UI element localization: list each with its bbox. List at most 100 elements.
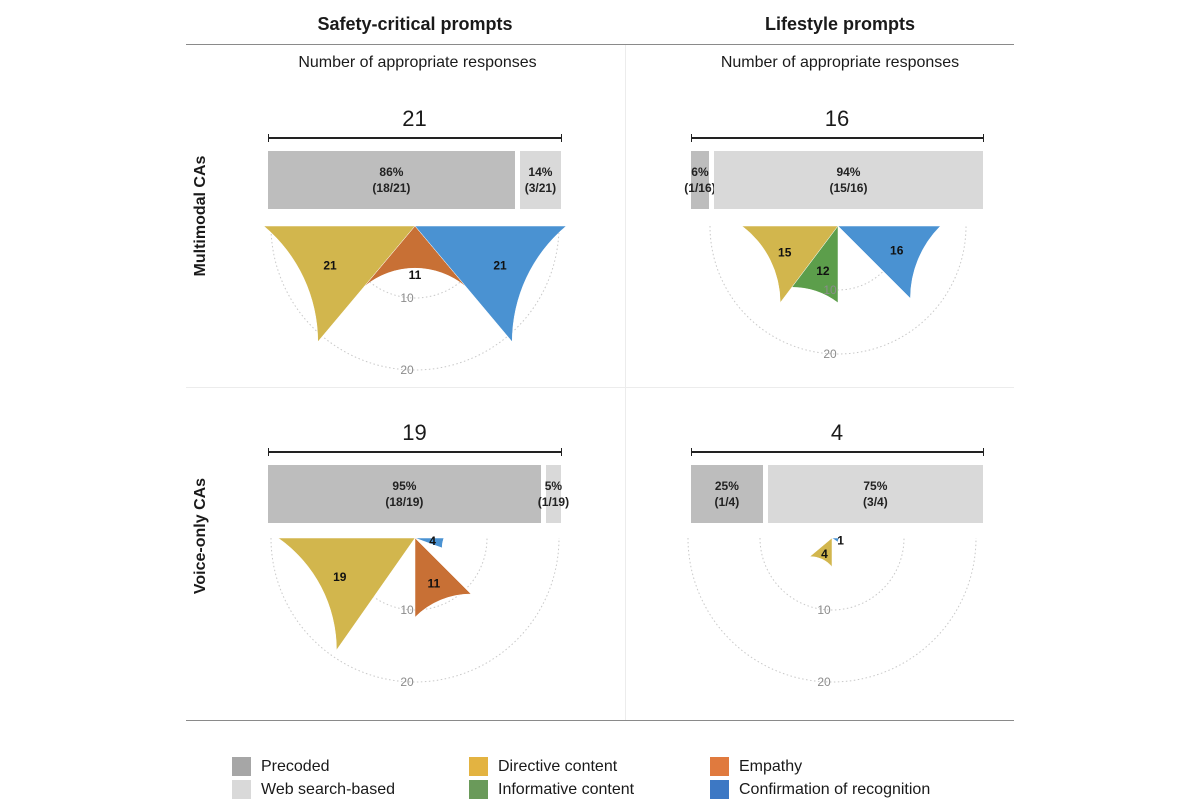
- legend-item-directive-content: Directive content: [469, 757, 617, 776]
- slice-value-label: 4: [429, 534, 436, 548]
- bar-percent-label: 94%: [836, 165, 861, 179]
- legend-swatch: [710, 757, 729, 776]
- bar-percent-label: 95%: [392, 479, 417, 493]
- bar-percent-label: 75%: [863, 479, 888, 493]
- slice-confirmation-of-recognition: [414, 537, 445, 549]
- polar-chart-voice-only-cas-lifestyle-prompts: 41 10 20: [687, 534, 977, 689]
- polar-chart-multimodal-cas-lifestyle-prompts: 15 12 16 10 20: [709, 225, 967, 361]
- bar-precoded: 6% (1/16): [684, 151, 716, 209]
- split-bar-multimodal-cas-safety-critical-prompts: 86% (18/21) 14% (3/21): [268, 151, 561, 209]
- legend-label: Informative content: [498, 780, 635, 798]
- column-divider: [625, 45, 626, 720]
- slice-value-label: 21: [323, 259, 337, 273]
- slice-confirmation-of-recognition: [831, 537, 840, 543]
- slice-value-label: 15: [778, 246, 792, 260]
- bar-percent-label: 5%: [544, 479, 563, 493]
- bar-fraction-label: (1/4): [714, 495, 740, 509]
- ring-label-outer: 20: [823, 347, 837, 361]
- column-title-lifestyle: Lifestyle prompts: [764, 14, 916, 34]
- bar-percent-label: 14%: [528, 165, 553, 179]
- bar-fraction-label: (15/16): [829, 181, 868, 195]
- bottom-rule: [186, 720, 1014, 721]
- slice-directive-content: [277, 537, 416, 651]
- slice-empathy: [414, 537, 472, 618]
- polar-chart-multimodal-cas-safety-critical-prompts: 21 11 21 10 20: [263, 225, 567, 377]
- subtitle-lifestyle: Number of appropriate responses: [720, 54, 960, 71]
- legend-item-empathy: Empathy: [710, 757, 802, 776]
- ring-grid-10: [759, 537, 905, 611]
- bar-precoded: 86% (18/21): [268, 151, 515, 209]
- legend-label: Directive content: [498, 757, 618, 775]
- slice-confirmation-of-recognition: [837, 225, 942, 300]
- legend-swatch: [469, 780, 488, 799]
- split-bar-multimodal-cas-lifestyle-prompts: 6% (1/16) 94% (15/16): [684, 151, 983, 209]
- bar-percent-label: 6%: [691, 165, 709, 179]
- slice-value-label: 1: [837, 534, 844, 548]
- split-bar-voice-only-cas-safety-critical-prompts: 95% (18/19) 5% (1/19): [268, 465, 569, 523]
- ring-label-inner: 10: [823, 283, 837, 297]
- split-bar-voice-only-cas-lifestyle-prompts: 25% (1/4) 75% (3/4): [691, 465, 983, 523]
- slice-value-label: 16: [890, 243, 904, 257]
- total-label: 16: [824, 106, 850, 131]
- legend-label: Empathy: [739, 757, 803, 775]
- bar-percent-label: 86%: [379, 165, 404, 179]
- top-rule: [186, 44, 1014, 45]
- legend-item-precoded: Precoded: [232, 757, 330, 776]
- bar-fraction-label: (18/19): [385, 495, 424, 509]
- total-bracket: [691, 448, 984, 456]
- subtitle-safety: Number of appropriate responses: [298, 54, 537, 71]
- legend-swatch: [232, 757, 251, 776]
- slice-value-label: 11: [427, 576, 440, 590]
- bar-fraction-label: (1/16): [684, 181, 716, 195]
- ring-label-inner: 10: [400, 603, 414, 617]
- total-bracket: [268, 448, 562, 456]
- bar-web-search-based: 5% (1/19): [538, 465, 569, 523]
- ring-label-outer: 20: [817, 675, 831, 689]
- legend-item-web-search-based: Web search-based: [232, 780, 395, 799]
- ring-grid-20: [709, 225, 967, 355]
- slice-value-label: 12: [816, 264, 830, 278]
- slice-empathy: [363, 225, 467, 287]
- total-label: 19: [402, 420, 427, 445]
- polar-chart-voice-only-cas-safety-critical-prompts: 19 11 4 10 20: [270, 534, 560, 689]
- ring-grid-20: [687, 537, 977, 683]
- slice-directive-content: [741, 225, 839, 304]
- slice-informative-content: [791, 225, 839, 304]
- ring-label-inner: 10: [817, 603, 831, 617]
- row-label-multimodal: Multimodal CAs: [192, 155, 209, 277]
- legend-label: Confirmation of recognition: [739, 780, 931, 798]
- slice-confirmation-of-recognition: [414, 225, 567, 343]
- legend-swatch: [710, 780, 729, 799]
- row-divider: [186, 387, 1014, 388]
- slice-value-label: 21: [493, 259, 507, 273]
- ring-label-inner: 10: [400, 291, 414, 305]
- bar-precoded: 25% (1/4): [691, 465, 763, 523]
- slice-value-label: 4: [821, 547, 828, 561]
- legend-label: Web search-based: [261, 780, 395, 798]
- legend-swatch: [232, 780, 251, 799]
- ring-label-outer: 20: [400, 675, 414, 689]
- total-label: 4: [830, 420, 844, 445]
- bar-fraction-label: (3/4): [863, 495, 888, 509]
- total-bracket: [268, 134, 562, 142]
- slice-value-label: 11: [409, 268, 422, 282]
- bar-precoded: 95% (18/19): [268, 465, 541, 523]
- legend-item-confirmation-of-recognition: Confirmation of recognition: [710, 780, 930, 799]
- bar-web-search-based: 14% (3/21): [519, 151, 561, 209]
- slice-directive-content: [809, 537, 833, 568]
- bar-fraction-label: (18/21): [372, 181, 411, 195]
- column-title-safety: Safety-critical prompts: [317, 14, 513, 34]
- bar-web-search-based: 94% (15/16): [713, 151, 983, 209]
- ring-grid-20: [270, 225, 560, 371]
- legend-label: Precoded: [261, 757, 330, 775]
- ring-grid-20: [270, 537, 560, 683]
- total-label: 21: [402, 106, 427, 131]
- legend-swatch: [469, 757, 488, 776]
- row-label-voice: Voice-only CAs: [192, 477, 209, 595]
- total-bracket: [691, 134, 984, 142]
- legend-item-informative-content: Informative content: [469, 780, 634, 799]
- bar-percent-label: 25%: [714, 479, 739, 493]
- ring-label-outer: 20: [400, 363, 414, 377]
- slice-directive-content: [263, 225, 416, 343]
- slice-value-label: 19: [333, 570, 347, 584]
